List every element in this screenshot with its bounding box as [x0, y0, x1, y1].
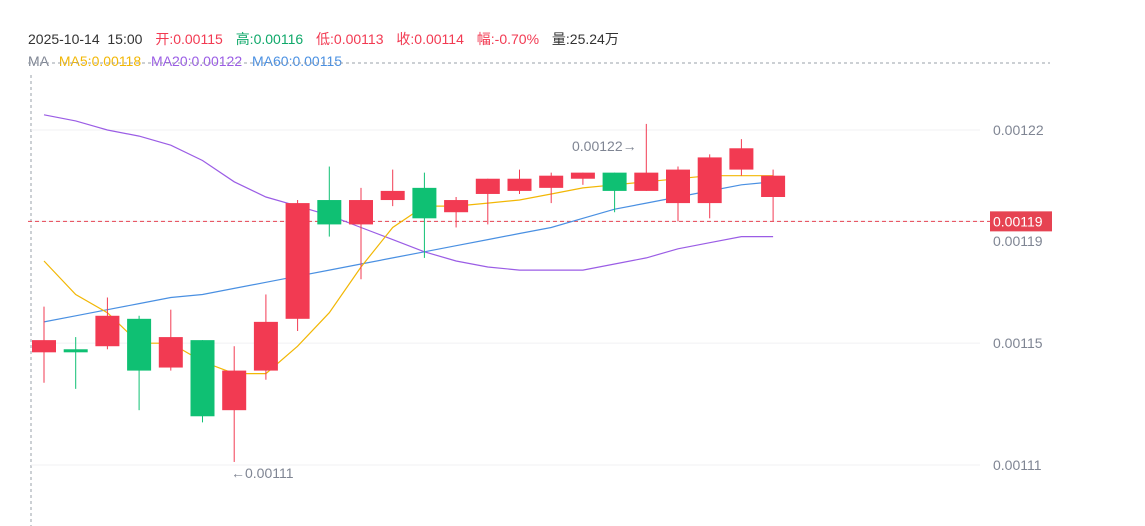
candle — [63, 337, 88, 389]
candle — [507, 169, 532, 194]
candle-body — [444, 200, 469, 213]
candle-body — [697, 157, 722, 204]
volume: 量:25.24万 — [551, 31, 619, 47]
ohlc-info-bar: 2025-10-14 15:00 开:0.00115 高:0.00116 低:0… — [28, 29, 619, 49]
candle-body — [761, 175, 786, 197]
ma5-line — [43, 175, 774, 375]
candle — [729, 139, 754, 176]
candle-body — [570, 172, 595, 179]
candle-body — [634, 172, 659, 191]
candle — [380, 169, 405, 207]
candle — [634, 123, 659, 191]
candle — [666, 166, 690, 222]
ma20-line — [43, 114, 774, 271]
close-price: 收:0.00114 — [396, 31, 464, 47]
ma20-legend: MA20:0.00122 — [151, 53, 243, 69]
min-price-marker: ←0.00111 — [231, 465, 294, 481]
candle — [475, 178, 500, 225]
candle — [570, 172, 595, 185]
y-tick-label: 0.00111 — [993, 457, 1042, 473]
ma-lines — [43, 114, 774, 375]
candle — [222, 346, 247, 462]
ma60-legend: MA60:0.00115 — [252, 53, 343, 69]
candle-body — [602, 172, 627, 191]
candle — [32, 306, 56, 383]
candle — [761, 169, 786, 222]
candle — [253, 294, 278, 380]
high-price: 高:0.00116 — [235, 31, 304, 47]
candle-body — [539, 175, 564, 188]
current-price-label: 0.00119 — [993, 213, 1043, 229]
candle-body — [349, 200, 373, 225]
candle-body — [285, 203, 310, 319]
max-price-marker: 0.00122→ — [572, 138, 637, 154]
candle-body — [475, 178, 500, 194]
candle-body — [317, 200, 342, 225]
candle-body — [63, 349, 88, 353]
y-tick-label: 0.00115 — [993, 335, 1043, 351]
y-tick-label: 0.00122 — [993, 122, 1044, 138]
candle — [95, 297, 120, 350]
candle-body — [95, 315, 120, 347]
amplitude: 幅:-0.70% — [476, 31, 540, 47]
candle — [127, 315, 152, 411]
candle — [158, 309, 183, 371]
candle-body — [158, 337, 183, 368]
candle-body — [507, 178, 532, 191]
axis-labels: 0.00122 0.00119 0.00115 0.00111 0.00119 0.001… — [231, 122, 1052, 481]
candle — [444, 197, 469, 228]
candle — [349, 187, 373, 280]
grid-lines — [28, 129, 990, 466]
ma60-line — [43, 181, 774, 323]
ma5-legend: MA5:0.00118 — [58, 53, 142, 69]
datetime-label: 2025-10-14 15:00 — [28, 31, 143, 47]
low-price: 低:0.00113 — [316, 31, 384, 47]
ma-legend: MA MA5:0.00118 MA20:0.00122 MA60:0.00115 — [28, 53, 342, 69]
open-price: 开:0.00115 — [155, 31, 223, 47]
candle — [285, 200, 310, 331]
candle-body — [32, 340, 56, 353]
candle-body — [729, 148, 754, 170]
candle-body — [666, 169, 690, 204]
candle-body — [412, 187, 437, 219]
candle-body — [127, 318, 152, 371]
candles — [32, 123, 786, 462]
candle — [412, 172, 437, 258]
candle-body — [222, 370, 247, 411]
candle — [539, 172, 564, 204]
candle-body — [253, 321, 278, 371]
candle-body — [380, 190, 405, 201]
candle — [602, 172, 627, 213]
candle-body — [190, 340, 215, 417]
candle — [697, 154, 722, 219]
y-tick-label: 0.00119 — [993, 233, 1043, 249]
current-price-tag — [990, 211, 1052, 232]
candle — [317, 166, 342, 237]
candle — [190, 340, 215, 423]
ma-label: MA — [28, 53, 49, 69]
